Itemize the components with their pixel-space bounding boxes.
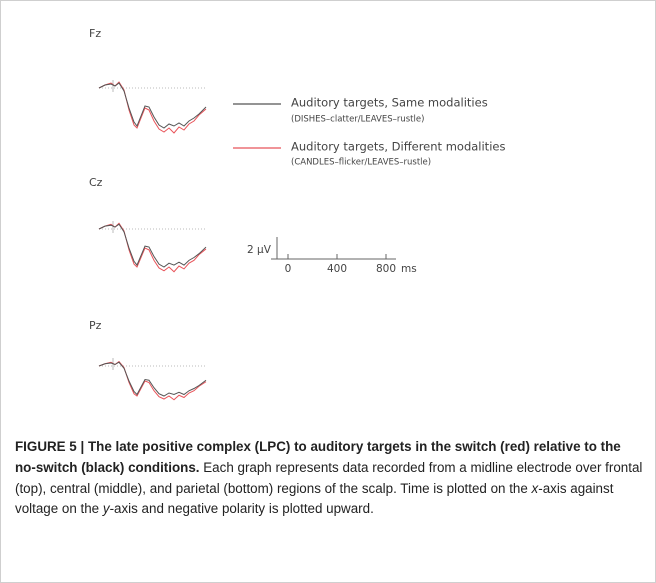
waveforms (98, 80, 207, 401)
caption-title: The late positive complex (LPC) to audit… (15, 439, 621, 475)
legend-label: Auditory targets, Different modalities (291, 140, 505, 154)
legend-detail: (CANDLES–flicker/LEAVES–rustle) (291, 158, 431, 168)
panel-label: Fz (89, 27, 101, 40)
scale-voltage: 2 μV (247, 244, 272, 256)
caption-text: -axis against voltage on the (15, 480, 614, 517)
figure-plot: Fz Cz Pz Auditory targets, Same modaliti… (89, 27, 505, 401)
legend-detail: (DISHES–clatter/LEAVES–rustle) (291, 115, 424, 125)
waveform (98, 360, 207, 401)
legend-label: Auditory targets, Same modalities (291, 96, 488, 110)
caption: FIGURE 5 | The late positive complex (LP… (15, 437, 643, 520)
legend: Auditory targets, Same modalities (DISHE… (233, 96, 505, 168)
caption-text: -axis and negative polarity is plotted u… (109, 501, 374, 517)
scale-tick-label: 400 (327, 263, 347, 275)
scale-unit: ms (401, 263, 417, 275)
waveform (98, 222, 207, 273)
panel-label: Pz (89, 319, 102, 332)
waveform (98, 82, 207, 129)
caption-label: FIGURE 5 | (15, 439, 85, 454)
waveform (98, 81, 207, 134)
caption-text: x (531, 480, 539, 496)
scale-tick-label: 0 (285, 263, 292, 275)
scale-bar: 2 μV ms 0 400 800 (247, 237, 417, 275)
waveform (98, 223, 207, 268)
scale-tick-label: 800 (376, 263, 396, 275)
waveform (98, 361, 207, 397)
caption-text: Each graph represents data recorded from… (15, 459, 643, 496)
panel-label: Cz (89, 176, 103, 189)
caption-text: y (102, 501, 110, 517)
